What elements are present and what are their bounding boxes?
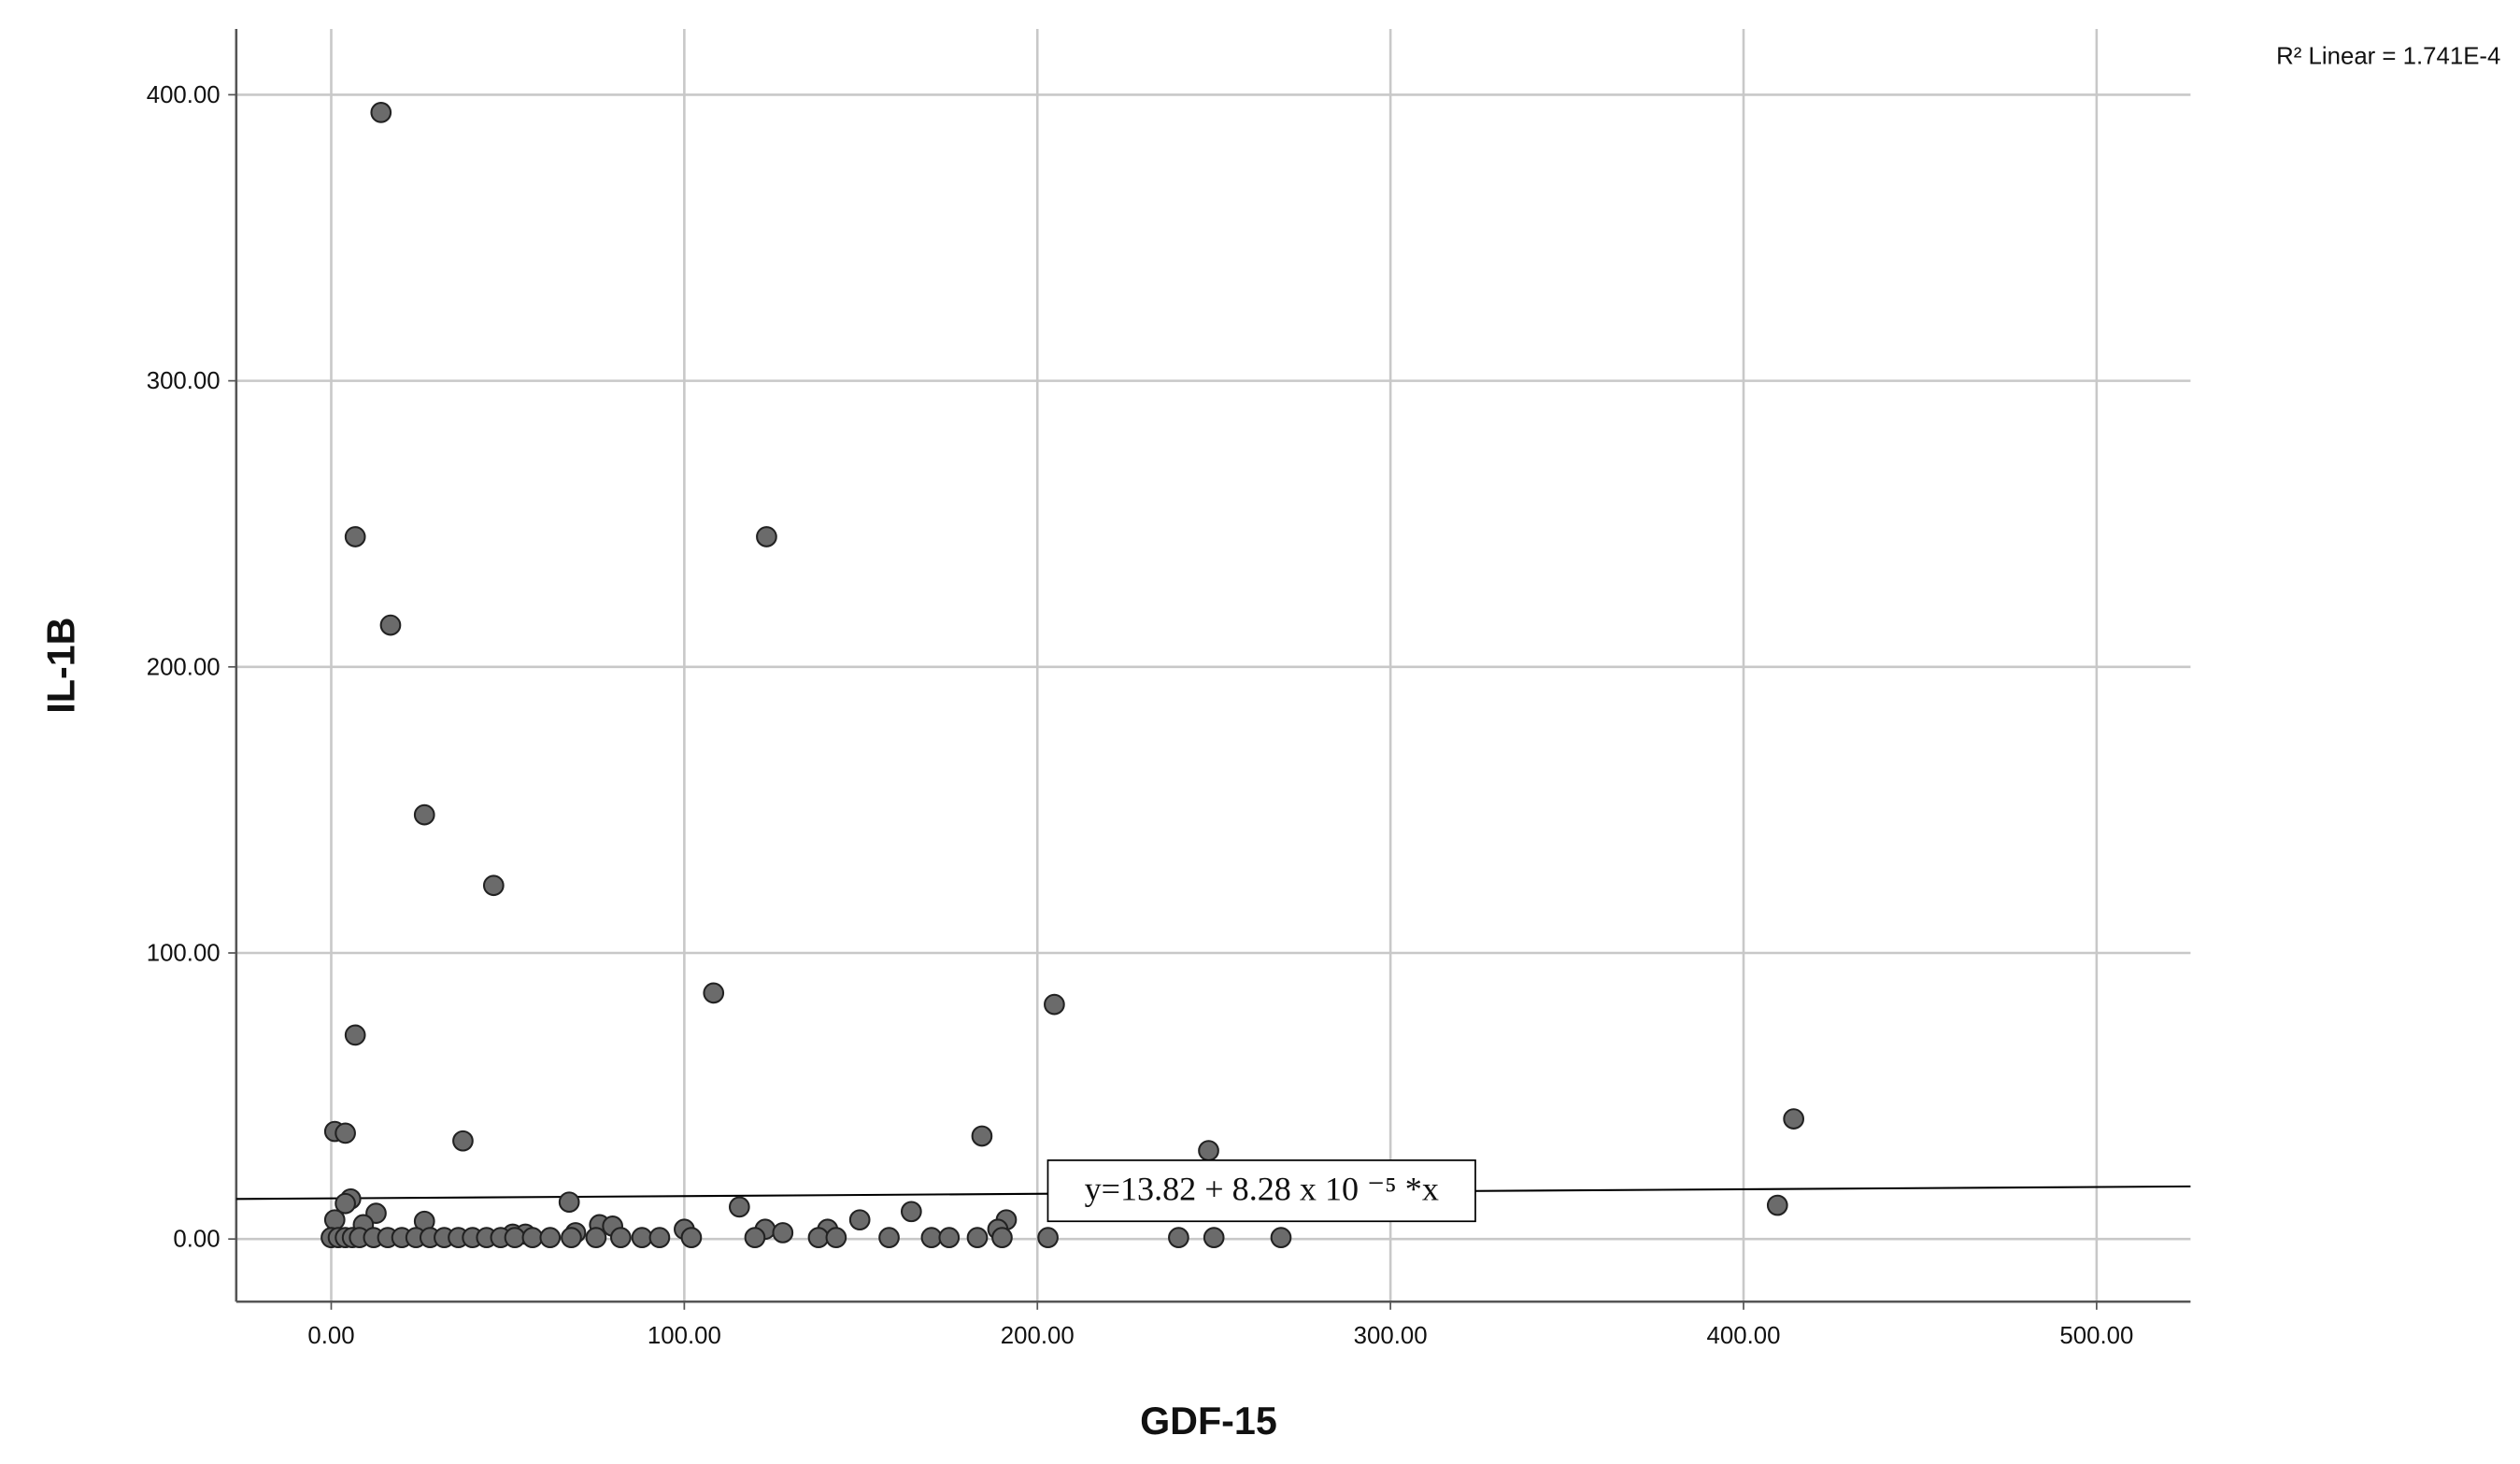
data-point: [1783, 1108, 1805, 1130]
r2-label: R² Linear = 1.741E-4: [2276, 44, 2500, 70]
data-point: [561, 1227, 582, 1249]
data-point: [539, 1227, 562, 1249]
y-tick-label: 0.00: [173, 1227, 220, 1253]
data-point: [344, 1024, 366, 1046]
data-point: [1766, 1194, 1788, 1216]
data-point: [335, 1122, 356, 1144]
y-tick-label: 200.00: [147, 654, 221, 680]
data-point: [558, 1191, 580, 1214]
data-point: [335, 1192, 356, 1215]
data-point: [413, 803, 435, 826]
data-point: [1044, 993, 1065, 1016]
equation-label: y=13.82 + 8.28 x 10 ⁻⁵ *x: [1085, 1171, 1439, 1208]
y-axis-label: IL-1B: [40, 618, 83, 714]
data-point: [756, 526, 777, 547]
data-point: [521, 1227, 544, 1249]
data-point: [900, 1201, 922, 1223]
data-point: [966, 1227, 989, 1249]
data-point: [482, 874, 505, 897]
data-point: [728, 1196, 750, 1218]
data-point: [703, 982, 725, 1004]
data-point: [920, 1227, 943, 1249]
x-tick-label: 500.00: [2059, 1323, 2133, 1349]
y-tick-label: 400.00: [147, 82, 221, 108]
x-tick-label: 100.00: [648, 1323, 721, 1349]
data-point: [1198, 1140, 1219, 1161]
data-point: [938, 1227, 961, 1249]
data-point: [807, 1227, 830, 1249]
data-point: [631, 1227, 653, 1249]
x-tick-label: 0.00: [307, 1323, 354, 1349]
data-point: [452, 1130, 474, 1152]
data-point: [379, 614, 402, 636]
data-point: [323, 1209, 346, 1231]
data-point: [971, 1125, 993, 1147]
x-tick-label: 200.00: [1001, 1323, 1075, 1349]
x-tick-label: 400.00: [1707, 1323, 1781, 1349]
data-point: [878, 1227, 900, 1249]
data-point: [991, 1227, 1013, 1249]
data-point: [848, 1209, 871, 1231]
y-tick-label: 300.00: [147, 368, 221, 394]
data-point: [648, 1227, 671, 1249]
data-point: [744, 1227, 766, 1249]
data-point: [609, 1227, 632, 1249]
data-point: [825, 1227, 847, 1249]
data-point: [772, 1222, 794, 1244]
data-point: [1270, 1227, 1292, 1249]
data-point: [1203, 1227, 1225, 1249]
x-tick-label: 300.00: [1354, 1323, 1428, 1349]
x-axis-label: GDF-15: [1140, 1400, 1277, 1443]
equation-box: [1046, 1159, 1476, 1223]
data-point: [1037, 1227, 1059, 1249]
y-tick-label: 100.00: [147, 941, 221, 967]
data-point: [680, 1227, 703, 1249]
data-point: [344, 526, 366, 547]
data-point: [1168, 1227, 1189, 1249]
data-point: [370, 102, 392, 123]
data-point: [585, 1227, 607, 1249]
data-point: [504, 1227, 526, 1249]
